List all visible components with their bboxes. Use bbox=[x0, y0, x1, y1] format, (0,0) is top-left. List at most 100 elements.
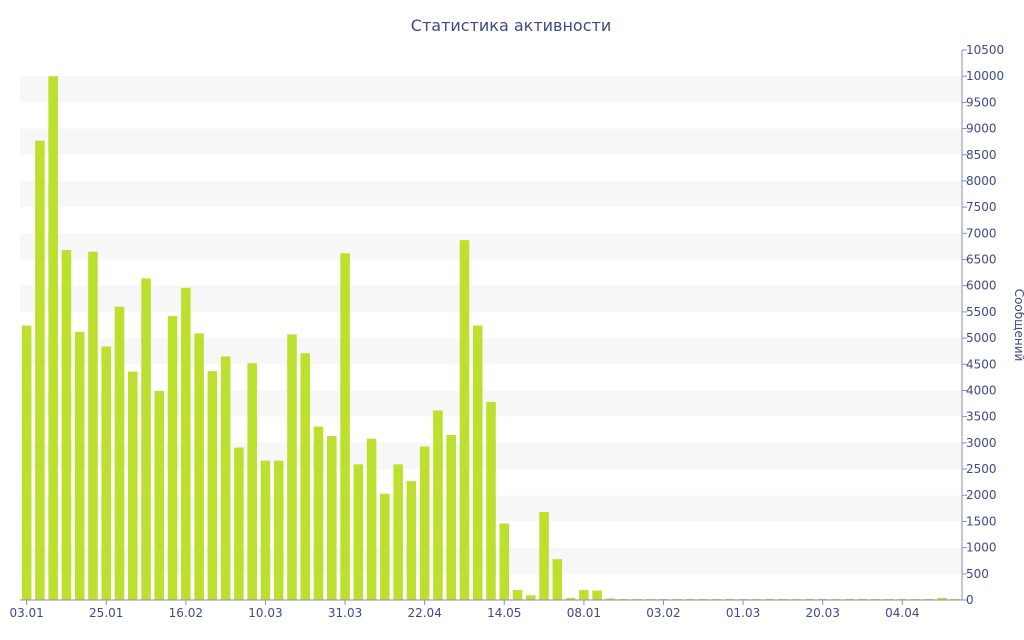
bar bbox=[817, 598, 828, 600]
bar bbox=[725, 598, 735, 600]
bar bbox=[764, 598, 775, 600]
bar bbox=[698, 598, 709, 600]
x-tick-label: 16.02 bbox=[169, 606, 203, 620]
y-tick-label: 8000 bbox=[966, 174, 997, 188]
y-tick-label: 4000 bbox=[966, 383, 997, 397]
bar bbox=[247, 363, 257, 600]
y-tick-label: 10000 bbox=[966, 69, 1004, 83]
bar bbox=[141, 278, 151, 600]
bar bbox=[446, 435, 456, 600]
bar bbox=[472, 325, 483, 600]
bar bbox=[552, 559, 563, 600]
bar bbox=[910, 598, 921, 600]
y-tick-label: 500 bbox=[966, 567, 989, 581]
x-tick-label: 10.03 bbox=[248, 606, 282, 620]
x-tick-label: 03.01 bbox=[9, 606, 43, 620]
x-tick-label: 04.04 bbox=[885, 606, 919, 620]
bar bbox=[791, 598, 801, 600]
x-tick-label: 20.03 bbox=[806, 606, 840, 620]
bar bbox=[353, 464, 364, 600]
bar bbox=[406, 481, 417, 600]
chart-title: Статистика активности bbox=[411, 16, 611, 35]
grid-band bbox=[20, 338, 962, 365]
bar bbox=[658, 598, 669, 600]
grid-band bbox=[20, 233, 962, 260]
bar bbox=[313, 426, 324, 600]
bar bbox=[579, 590, 589, 600]
bar bbox=[857, 598, 868, 600]
x-tick-label: 01.03 bbox=[726, 606, 760, 620]
y-tick-label: 1500 bbox=[966, 514, 997, 528]
bar bbox=[393, 464, 403, 600]
bar bbox=[924, 598, 934, 600]
bar bbox=[74, 331, 85, 600]
bar bbox=[154, 391, 165, 600]
x-tick-label: 31.03 bbox=[328, 606, 362, 620]
bar bbox=[950, 598, 961, 600]
y-tick-label: 2500 bbox=[966, 462, 997, 476]
y-tick-label: 6500 bbox=[966, 253, 997, 267]
x-tick-label: 14.05 bbox=[487, 606, 521, 620]
bar bbox=[128, 371, 138, 600]
bar bbox=[21, 325, 32, 600]
y-tick-label: 5000 bbox=[966, 331, 997, 345]
bar bbox=[618, 598, 629, 600]
bar bbox=[88, 251, 98, 601]
x-tick-label: 22.04 bbox=[407, 606, 441, 620]
y-tick-label: 7500 bbox=[966, 200, 997, 214]
y-tick-label: 2000 bbox=[966, 488, 997, 502]
bar bbox=[234, 447, 244, 600]
bar bbox=[671, 598, 682, 600]
y-tick-label: 10500 bbox=[966, 43, 1004, 57]
bar bbox=[260, 460, 271, 600]
bar bbox=[751, 598, 762, 600]
y-tick-label: 3500 bbox=[966, 410, 997, 424]
bar bbox=[526, 595, 536, 600]
bar bbox=[486, 402, 496, 600]
bar bbox=[300, 353, 311, 600]
bar bbox=[48, 76, 58, 600]
bar bbox=[273, 460, 284, 600]
bar bbox=[380, 493, 390, 600]
x-tick-label: 25.01 bbox=[89, 606, 123, 620]
y-tick-label: 5500 bbox=[966, 305, 997, 319]
bar bbox=[844, 598, 854, 600]
bar bbox=[870, 598, 881, 600]
bar bbox=[605, 598, 616, 600]
bar bbox=[499, 523, 510, 600]
bar bbox=[738, 598, 748, 600]
y-tick-label: 9000 bbox=[966, 122, 997, 136]
bar bbox=[897, 598, 908, 600]
y-tick-label: 1000 bbox=[966, 541, 997, 555]
bar bbox=[287, 334, 297, 600]
bar bbox=[937, 597, 947, 600]
bar bbox=[114, 306, 125, 600]
y-tick-label: 3000 bbox=[966, 436, 997, 450]
bar bbox=[459, 240, 470, 600]
bar bbox=[804, 598, 815, 600]
bar bbox=[711, 598, 722, 600]
grid-band bbox=[20, 285, 962, 312]
bar bbox=[167, 316, 178, 600]
bar bbox=[884, 598, 894, 600]
bar bbox=[645, 598, 655, 600]
x-tick-label: 03.02 bbox=[646, 606, 680, 620]
bar bbox=[327, 436, 337, 600]
y-tick-label: 7000 bbox=[966, 226, 997, 240]
bar bbox=[831, 598, 841, 600]
y-tick-label: 6000 bbox=[966, 279, 997, 293]
bar bbox=[512, 590, 523, 600]
y-tick-label: 4500 bbox=[966, 357, 997, 371]
bar bbox=[220, 356, 231, 600]
y-tick-label: 0 bbox=[966, 593, 974, 607]
bars bbox=[21, 76, 961, 601]
y-axis-ticks: 0 500 1000 1500 2000 2500 3000 3500 4000 4500 5000… bbox=[962, 43, 1004, 607]
bar bbox=[592, 590, 602, 600]
y-tick-label: 9500 bbox=[966, 95, 997, 109]
grid-band bbox=[20, 76, 962, 103]
x-axis-ticks: 03.01 25.01 16.02 10.03 31.03 22.04 14.05 08.01… bbox=[9, 600, 919, 620]
bar bbox=[539, 512, 549, 600]
bar bbox=[194, 333, 204, 600]
bar bbox=[207, 371, 218, 600]
